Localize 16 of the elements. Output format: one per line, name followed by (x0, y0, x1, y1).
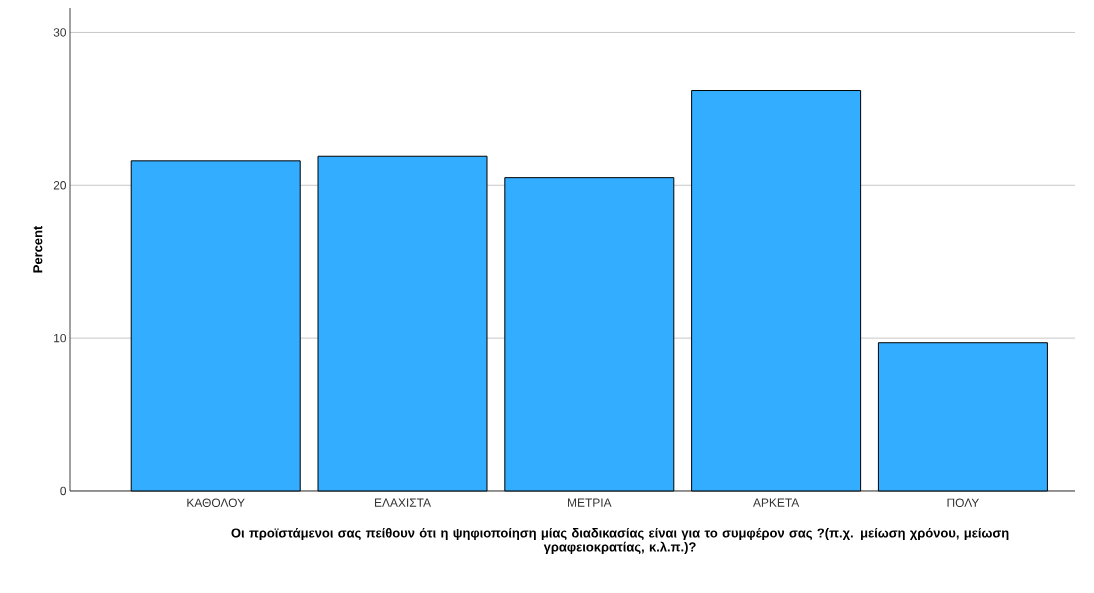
y-axis-title: Percent (33, 225, 43, 273)
bar (317, 155, 488, 492)
x-tick-label: ΠΟΛΥ (947, 498, 980, 507)
x-axis-title: Οι προϊστάμενοι σας πείθουν ότι η ψηφιοποίηση μίας διαδικασίας είναι για το συμφέρον σας ?(π.χ. μείωση χρόνου, μείωση γραφειοκρατίας, κ.λ.π.)? (231, 527, 1009, 555)
y-tick-label: 20 (53, 181, 67, 190)
bar (504, 177, 675, 492)
bar (130, 160, 301, 492)
y-tick-label: 30 (53, 28, 67, 37)
x-tick-label: ΑΡΚΕΤΑ (752, 498, 800, 507)
y-tick-label: 0 (60, 486, 67, 496)
y-tick-label: 10 (54, 333, 67, 343)
x-tick-label: ΚΑΘΟΛΟΥ (187, 498, 245, 507)
x-tick-label: ΕΛΑΧΙΣΤΑ (374, 498, 431, 507)
bar (691, 90, 862, 492)
x-tick-label: ΜΕΤΡΙΑ (568, 498, 612, 507)
bar (877, 342, 1048, 492)
